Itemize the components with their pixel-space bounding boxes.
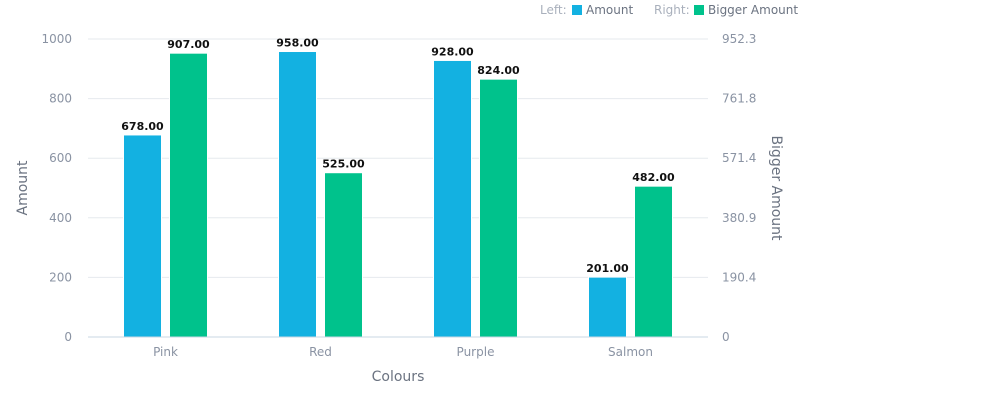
bar-bigger-amount-salmon[interactable] xyxy=(634,185,673,338)
data-label: 482.00 xyxy=(632,171,675,184)
y2-axis-title: Bigger Amount xyxy=(768,135,784,241)
y2-tick-label: 761.8 xyxy=(722,92,756,106)
legend-right-prefix: Right: xyxy=(654,3,690,17)
y2-tick-label: 952.3 xyxy=(722,32,756,46)
bar-bigger-amount-pink[interactable] xyxy=(169,52,208,338)
bar-amount-salmon[interactable] xyxy=(588,276,627,338)
y2-tick-label: 380.9 xyxy=(722,211,756,225)
legend-swatch-bigger-amount[interactable] xyxy=(694,5,704,15)
data-label: 958.00 xyxy=(276,37,319,50)
legend: Left: Amount Right: Bigger Amount xyxy=(540,3,798,17)
y-tick-label: 400 xyxy=(49,211,72,225)
bar-amount-pink[interactable] xyxy=(123,134,162,338)
y2-tick-label: 571.4 xyxy=(722,151,756,165)
bar-bigger-amount-purple[interactable] xyxy=(479,78,518,338)
bars xyxy=(123,51,673,338)
legend-label-bigger-amount[interactable]: Bigger Amount xyxy=(708,3,798,17)
y-tick-label: 200 xyxy=(49,270,72,284)
x-tick-label: Salmon xyxy=(608,345,653,359)
bar-amount-red[interactable] xyxy=(278,51,317,338)
data-label: 201.00 xyxy=(586,262,629,275)
y-tick-label: 600 xyxy=(49,151,72,165)
y2-tick-label: 190.4 xyxy=(722,270,756,284)
x-axis-title: Colours xyxy=(372,369,425,385)
data-label: 678.00 xyxy=(121,120,164,133)
y-axis-title: Amount xyxy=(15,160,31,216)
x-tick-label: Purple xyxy=(457,345,495,359)
data-label: 824.00 xyxy=(477,64,520,77)
bar-bigger-amount-red[interactable] xyxy=(324,172,363,338)
legend-label-amount[interactable]: Amount xyxy=(586,3,633,17)
legend-swatch-amount[interactable] xyxy=(572,5,582,15)
x-tick-label: Pink xyxy=(153,345,178,359)
bar-amount-purple[interactable] xyxy=(433,59,472,338)
data-label: 907.00 xyxy=(167,38,210,51)
data-label: 525.00 xyxy=(322,158,365,171)
y-tick-label: 800 xyxy=(49,92,72,106)
axes: 0 200 400 600 800 1000 0 190.4 380.9 571.4 761.8 95… xyxy=(41,32,756,359)
y-tick-label: 0 xyxy=(64,330,72,344)
y-tick-label: 1000 xyxy=(41,32,72,46)
x-tick-label: Red xyxy=(309,345,332,359)
legend-left-prefix: Left: xyxy=(540,3,567,17)
data-label: 928.00 xyxy=(431,45,474,58)
y2-tick-label: 0 xyxy=(722,330,730,344)
